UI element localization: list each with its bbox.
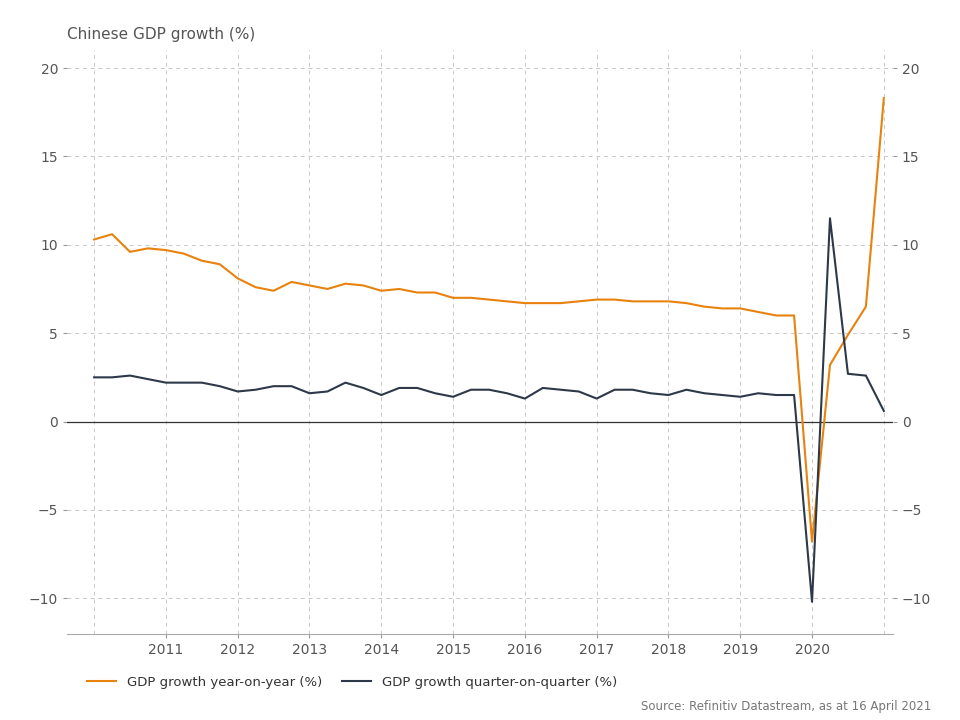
GDP growth quarter-on-quarter (%) xyxy=(878,407,890,415)
GDP growth quarter-on-quarter (%) xyxy=(645,389,657,397)
GDP growth year-on-year (%) xyxy=(681,299,692,307)
GDP growth year-on-year (%) xyxy=(179,249,190,258)
GDP growth quarter-on-quarter (%) xyxy=(250,385,261,394)
GDP growth year-on-year (%) xyxy=(250,283,261,292)
GDP growth year-on-year (%) xyxy=(645,297,657,306)
GDP growth quarter-on-quarter (%) xyxy=(860,372,872,380)
GDP growth quarter-on-quarter (%) xyxy=(179,378,190,387)
GDP growth quarter-on-quarter (%) xyxy=(412,384,423,392)
GDP growth quarter-on-quarter (%) xyxy=(196,378,207,387)
GDP growth quarter-on-quarter (%) xyxy=(681,385,692,394)
GDP growth quarter-on-quarter (%) xyxy=(609,385,620,394)
GDP growth quarter-on-quarter (%) xyxy=(627,385,638,394)
GDP growth quarter-on-quarter (%) xyxy=(770,391,781,400)
GDP growth year-on-year (%) xyxy=(357,281,369,289)
GDP growth year-on-year (%) xyxy=(806,537,818,546)
GDP growth year-on-year (%) xyxy=(825,361,836,369)
GDP growth year-on-year (%) xyxy=(286,278,298,287)
GDP growth quarter-on-quarter (%) xyxy=(268,382,279,390)
GDP growth quarter-on-quarter (%) xyxy=(429,389,441,397)
Text: Source: Refinitiv Datastream, as at 16 April 2021: Source: Refinitiv Datastream, as at 16 A… xyxy=(641,700,931,713)
GDP growth year-on-year (%) xyxy=(303,281,315,289)
GDP growth quarter-on-quarter (%) xyxy=(806,598,818,606)
GDP growth quarter-on-quarter (%) xyxy=(322,387,333,396)
GDP growth year-on-year (%) xyxy=(501,297,513,306)
GDP growth quarter-on-quarter (%) xyxy=(591,395,603,403)
GDP growth year-on-year (%) xyxy=(716,304,728,312)
GDP growth quarter-on-quarter (%) xyxy=(286,382,298,390)
GDP growth quarter-on-quarter (%) xyxy=(107,373,118,382)
GDP growth year-on-year (%) xyxy=(627,297,638,306)
Line: GDP growth year-on-year (%): GDP growth year-on-year (%) xyxy=(94,98,884,541)
GDP growth year-on-year (%) xyxy=(483,295,494,304)
GDP growth year-on-year (%) xyxy=(429,288,441,297)
GDP growth year-on-year (%) xyxy=(860,302,872,311)
GDP growth quarter-on-quarter (%) xyxy=(753,389,764,397)
GDP growth quarter-on-quarter (%) xyxy=(699,389,710,397)
GDP growth year-on-year (%) xyxy=(466,294,477,302)
GDP growth year-on-year (%) xyxy=(699,302,710,311)
GDP growth quarter-on-quarter (%) xyxy=(232,387,244,396)
GDP growth year-on-year (%) xyxy=(340,279,351,288)
GDP growth quarter-on-quarter (%) xyxy=(214,382,226,390)
GDP growth quarter-on-quarter (%) xyxy=(501,389,513,397)
GDP growth year-on-year (%) xyxy=(232,274,244,283)
GDP growth year-on-year (%) xyxy=(734,304,746,312)
GDP growth year-on-year (%) xyxy=(555,299,566,307)
GDP growth year-on-year (%) xyxy=(268,287,279,295)
GDP growth year-on-year (%) xyxy=(878,94,890,102)
GDP growth quarter-on-quarter (%) xyxy=(716,391,728,400)
GDP growth year-on-year (%) xyxy=(770,311,781,320)
GDP growth year-on-year (%) xyxy=(88,235,100,244)
GDP growth quarter-on-quarter (%) xyxy=(483,385,494,394)
GDP growth year-on-year (%) xyxy=(160,246,172,254)
Line: GDP growth quarter-on-quarter (%): GDP growth quarter-on-quarter (%) xyxy=(94,218,884,602)
Text: Chinese GDP growth (%): Chinese GDP growth (%) xyxy=(67,27,255,42)
GDP growth quarter-on-quarter (%) xyxy=(357,384,369,392)
GDP growth year-on-year (%) xyxy=(842,330,853,339)
GDP growth year-on-year (%) xyxy=(753,307,764,316)
GDP growth year-on-year (%) xyxy=(537,299,548,307)
GDP growth year-on-year (%) xyxy=(394,284,405,293)
GDP growth year-on-year (%) xyxy=(591,295,603,304)
GDP growth quarter-on-quarter (%) xyxy=(825,214,836,222)
GDP growth year-on-year (%) xyxy=(609,295,620,304)
GDP growth year-on-year (%) xyxy=(196,256,207,265)
GDP growth quarter-on-quarter (%) xyxy=(842,369,853,378)
GDP growth quarter-on-quarter (%) xyxy=(88,373,100,382)
GDP growth year-on-year (%) xyxy=(124,248,135,256)
GDP growth quarter-on-quarter (%) xyxy=(142,375,154,384)
GDP growth quarter-on-quarter (%) xyxy=(573,387,585,396)
GDP growth quarter-on-quarter (%) xyxy=(340,378,351,387)
GDP growth quarter-on-quarter (%) xyxy=(662,391,674,400)
GDP growth year-on-year (%) xyxy=(375,287,387,295)
GDP growth year-on-year (%) xyxy=(214,260,226,269)
GDP growth year-on-year (%) xyxy=(447,294,459,302)
GDP growth quarter-on-quarter (%) xyxy=(466,385,477,394)
GDP growth quarter-on-quarter (%) xyxy=(537,384,548,392)
GDP growth quarter-on-quarter (%) xyxy=(303,389,315,397)
GDP growth quarter-on-quarter (%) xyxy=(375,391,387,400)
GDP growth quarter-on-quarter (%) xyxy=(124,372,135,380)
GDP growth year-on-year (%) xyxy=(412,288,423,297)
GDP growth quarter-on-quarter (%) xyxy=(734,392,746,401)
GDP growth year-on-year (%) xyxy=(788,311,800,320)
GDP growth year-on-year (%) xyxy=(322,284,333,293)
GDP growth quarter-on-quarter (%) xyxy=(394,384,405,392)
GDP growth quarter-on-quarter (%) xyxy=(160,378,172,387)
GDP growth year-on-year (%) xyxy=(573,297,585,306)
GDP growth quarter-on-quarter (%) xyxy=(447,392,459,401)
GDP growth year-on-year (%) xyxy=(519,299,531,307)
GDP growth quarter-on-quarter (%) xyxy=(788,391,800,400)
GDP growth quarter-on-quarter (%) xyxy=(519,395,531,403)
GDP growth year-on-year (%) xyxy=(662,297,674,306)
GDP growth year-on-year (%) xyxy=(107,230,118,238)
Legend: GDP growth year-on-year (%), GDP growth quarter-on-quarter (%): GDP growth year-on-year (%), GDP growth … xyxy=(82,670,622,694)
GDP growth year-on-year (%) xyxy=(142,244,154,253)
GDP growth quarter-on-quarter (%) xyxy=(555,385,566,394)
